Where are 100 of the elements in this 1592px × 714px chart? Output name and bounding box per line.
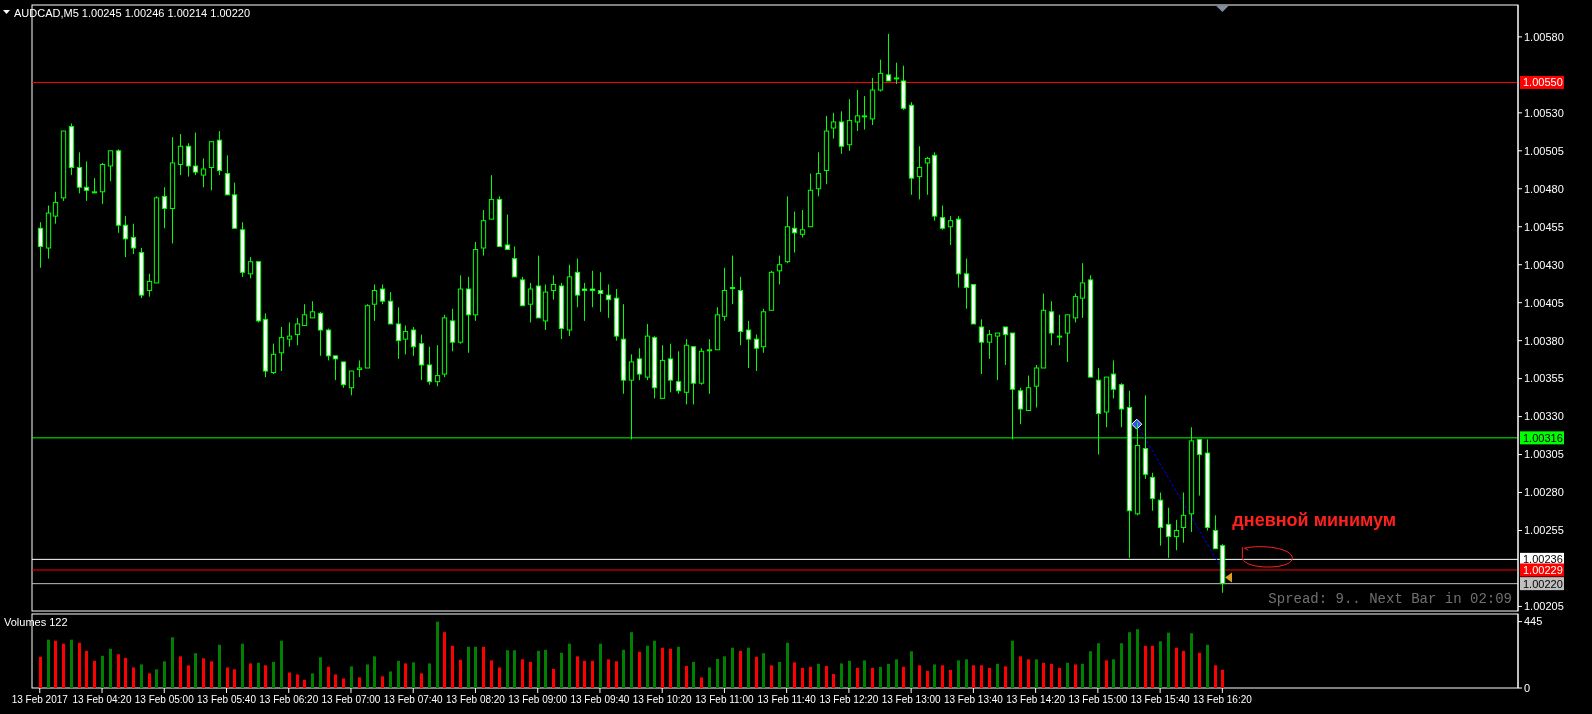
bar [786,642,789,688]
bar [47,639,50,688]
candlestick [1017,387,1024,425]
bar [1089,651,1092,688]
y-tick-label: 1.00430 [1524,258,1564,271]
candlestick [278,326,285,372]
bar [1190,633,1193,688]
ref-line-label: 1.00550 [1523,76,1563,89]
bar [910,651,913,688]
x-tick-label: 13 Feb 10:20 [632,694,693,705]
bar [62,643,65,688]
bar [54,640,57,688]
chart-title: Volumes 122 [4,616,68,628]
bar [358,677,361,688]
candlestick [247,256,254,279]
candlestick [667,343,674,393]
candlestick [402,324,409,355]
bar [653,640,656,688]
x-tick-label: 13 Feb 07:00 [321,694,381,705]
bar [941,665,944,688]
bar [731,647,734,688]
candlestick [286,321,293,348]
bar [334,674,337,688]
bar [988,667,991,688]
bar [677,646,680,688]
bar [288,672,291,688]
bar [233,669,236,688]
bar [669,648,672,688]
candlestick [434,344,441,387]
x-tick-label: 13 Feb 16:20 [1192,694,1253,705]
candlestick [799,209,806,238]
candlestick [317,311,324,357]
bar [723,656,726,688]
x-tick-label: 13 Feb 08:20 [446,694,506,705]
bar [747,647,750,688]
candlestick [294,317,301,346]
bar [700,677,703,688]
y-tick-label: 445 [1524,615,1543,628]
y-tick-label: 1.00480 [1524,182,1564,195]
bar [793,662,796,688]
bar [537,650,540,688]
candlestick [815,151,822,197]
bar [1004,666,1007,688]
chart-title: AUDCAD,M5 1.00245 1.00246 1.00214 1.00220 [14,7,251,19]
x-tick-label: 13 Feb 05:40 [197,694,257,705]
bar [70,639,73,688]
bar [661,647,664,688]
bar [1151,645,1154,688]
bar [280,640,283,688]
x-tick-label: 13 Feb 09:40 [570,694,630,705]
bar [140,664,143,688]
x-tick-label: 13 Feb 11:40 [757,694,817,705]
y-tick-label: 1.00205 [1524,600,1564,613]
bar [311,673,314,688]
candlestick [1064,314,1071,363]
bar [739,650,742,688]
candlestick [636,347,643,381]
bar [474,646,477,688]
x-tick-label: 13 Feb 06:20 [259,694,319,705]
candlestick [1033,364,1040,408]
bar [638,651,641,688]
bar [848,660,851,688]
bar [459,659,462,688]
y-tick-label: 1.00405 [1524,296,1564,309]
bar [1081,663,1084,688]
bar [801,667,804,688]
candlestick [371,283,378,322]
candlestick [200,157,207,188]
candlestick [130,223,137,255]
x-tick-label: 13 Feb 07:40 [383,694,444,705]
bar [272,661,275,688]
bar [902,666,905,688]
y-tick-label: 1.00355 [1524,372,1564,385]
bar [1198,652,1201,688]
bar [1058,667,1061,688]
bar [327,666,330,688]
bar [241,643,244,688]
bar [1042,662,1045,688]
candlestick [122,215,129,258]
candlestick [1056,314,1063,346]
y-tick-label: 1.00255 [1524,524,1564,537]
candlestick [776,255,783,285]
bar [373,656,376,688]
bar [1050,663,1053,688]
bar [1019,656,1022,688]
bar [155,669,158,688]
x-tick-label: 13 Feb 14:20 [1006,694,1066,705]
candlestick [301,303,308,326]
x-tick-label: 13 Feb 09:00 [508,694,568,705]
candlestick [885,33,892,82]
bar [996,663,999,688]
y-tick-label: 1.00330 [1524,410,1564,423]
candlestick [332,355,339,381]
candlestick [706,338,713,395]
bar [498,667,501,688]
candlestick [224,154,231,196]
candlestick [449,308,456,352]
bar [692,661,695,688]
x-tick-label: 13 Feb 11:00 [695,694,754,705]
bar [825,665,828,688]
